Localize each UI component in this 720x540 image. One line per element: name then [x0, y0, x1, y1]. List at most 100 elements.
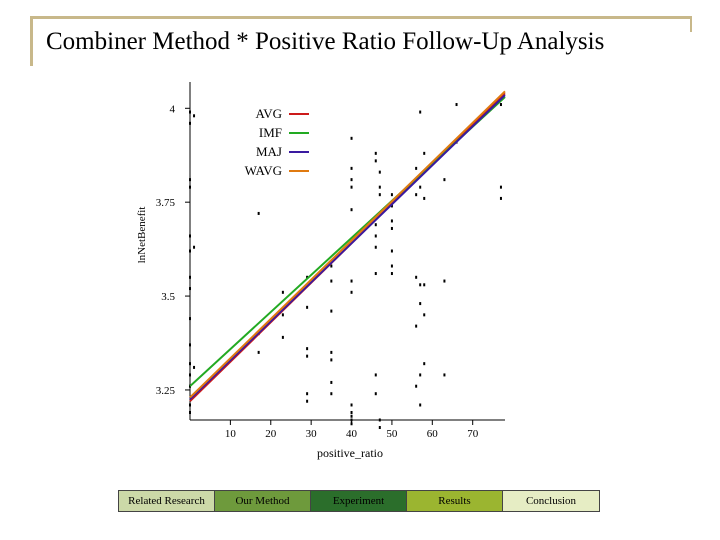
scatter-point: [419, 110, 422, 114]
scatter-point: [415, 275, 418, 279]
scatter-point: [390, 272, 393, 276]
x-tick-label: 40: [346, 428, 358, 440]
scatter-point: [350, 185, 353, 189]
scatter-point: [330, 392, 333, 396]
scatter-point: [390, 193, 393, 197]
slide-title: Combiner Method * Positive Ratio Follow-…: [46, 28, 605, 55]
scatter-point: [374, 392, 377, 396]
scatter-point: [350, 403, 353, 407]
scatter-point: [189, 362, 191, 366]
scatter-point: [419, 403, 422, 407]
x-tick-label: 10: [225, 428, 237, 440]
scatter-point: [443, 373, 446, 377]
scatter-point: [374, 245, 377, 249]
legend-label-wavg: WAVG: [245, 163, 282, 178]
scatter-point: [189, 287, 191, 291]
scatter-point: [423, 313, 426, 317]
scatter-point: [350, 208, 353, 212]
scatter-point: [378, 185, 381, 189]
series-line-wavg: [189, 90, 506, 399]
scatter-point: [306, 305, 309, 309]
scatter-point: [306, 392, 309, 396]
scatter-point: [350, 166, 353, 170]
axis-ticks: 10 20 30 40 50 60 70 3.25 3.5 3.75 4: [156, 103, 479, 440]
scatter-point: [350, 178, 353, 182]
legend-label-maj: MAJ: [256, 144, 282, 159]
scatter-point: [390, 264, 393, 268]
section-nav-bar: Related Research Our Method Experiment Resu…: [118, 490, 600, 512]
scatter-point: [415, 384, 418, 388]
scatter-point: [189, 185, 191, 189]
scatter-point: [415, 193, 418, 197]
x-tick-label: 30: [306, 428, 318, 440]
y-tick-label: 3.75: [156, 197, 176, 209]
scatter-point: [189, 275, 191, 279]
scatter-point: [350, 414, 353, 418]
scatter-point: [499, 196, 502, 200]
scatter-point: [390, 219, 393, 223]
scatter-point: [374, 234, 377, 238]
scatter-point: [330, 358, 333, 362]
scatter-point: [189, 373, 191, 377]
scatter-point: [423, 283, 426, 287]
scatter-point: [390, 226, 393, 230]
scatter-point: [330, 309, 333, 313]
scatter-point: [350, 410, 353, 414]
scatter-point: [193, 365, 196, 369]
scatter-point: [443, 178, 446, 182]
scatter-point: [189, 317, 191, 321]
y-tick-label: 3.5: [161, 291, 175, 303]
scatter-point: [281, 290, 284, 294]
scatter-point: [257, 350, 260, 354]
series-line-maj: [189, 94, 506, 401]
slide-frame-left: [30, 16, 33, 66]
nav-item-experiment[interactable]: Experiment: [311, 491, 407, 511]
scatter-point: [378, 193, 381, 197]
scatter-point: [306, 399, 309, 403]
legend: AVG IMF MAJ WAVG: [222, 97, 319, 189]
scatter-point: [423, 151, 426, 155]
legend-label-imf: IMF: [259, 125, 282, 140]
scatter-point: [374, 223, 377, 227]
scatter-point: [189, 110, 191, 114]
nav-item-results[interactable]: Results: [407, 491, 503, 511]
scatter-point: [378, 426, 381, 430]
scatter-point: [419, 283, 422, 287]
scatter-point: [378, 418, 381, 422]
y-tick-label: 4: [170, 103, 176, 115]
scatter-point: [390, 249, 393, 253]
slide-frame-top: [30, 16, 690, 19]
scatter-point: [281, 335, 284, 339]
scatter-point: [306, 354, 309, 358]
legend-box: [222, 97, 319, 189]
scatter-point: [415, 166, 418, 170]
scatter-point: [455, 103, 458, 107]
scatter-point: [330, 264, 333, 268]
scatter-point: [189, 343, 191, 347]
scatter-point: [390, 204, 393, 208]
scatter-point: [378, 170, 381, 174]
x-tick-label: 50: [386, 428, 398, 440]
nav-item-our-method[interactable]: Our Method: [215, 491, 311, 511]
scatter-point: [306, 347, 309, 351]
x-tick-label: 70: [467, 428, 479, 440]
legend-label-avg: AVG: [256, 106, 283, 121]
scatter-point: [189, 178, 191, 182]
y-axis-label: lnNetBenefit: [136, 207, 148, 264]
scatter-point: [443, 279, 446, 283]
scatter-point: [419, 302, 422, 306]
scatter-point: [281, 313, 284, 317]
scatter-point: [257, 211, 260, 215]
slide-frame-corner: [690, 16, 692, 32]
nav-item-conclusion[interactable]: Conclusion: [503, 491, 599, 511]
scatter-point: [189, 121, 191, 125]
scatter-point: [189, 234, 191, 238]
scatter-point: [423, 196, 426, 200]
x-tick-label: 20: [265, 428, 277, 440]
scatter-point: [189, 410, 191, 414]
scatter-point: [374, 159, 377, 163]
scatter-point: [193, 245, 196, 249]
x-tick-label: 60: [427, 428, 439, 440]
scatter-point: [330, 279, 333, 283]
nav-item-related-research[interactable]: Related Research: [119, 491, 215, 511]
